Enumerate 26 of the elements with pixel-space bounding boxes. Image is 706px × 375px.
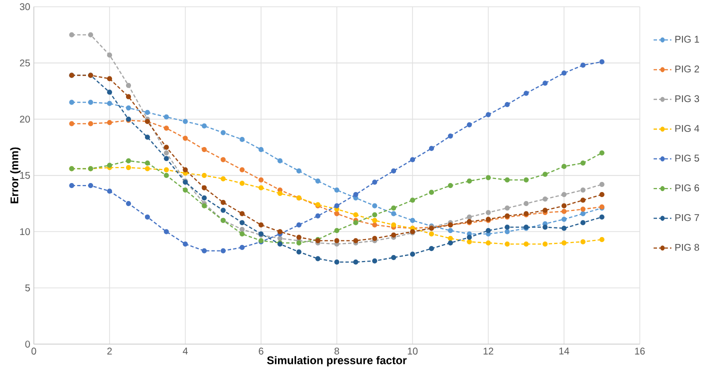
legend-label: PIG 5 bbox=[675, 154, 700, 162]
x-tick-label: 8 bbox=[334, 348, 340, 355]
y-tick-label: 15 bbox=[20, 172, 30, 179]
y-tick-label: 30 bbox=[20, 3, 30, 10]
x-tick-label: 16 bbox=[635, 348, 645, 355]
legend-label: PIG 2 bbox=[675, 66, 700, 73]
x-tick-label: 14 bbox=[559, 348, 570, 355]
y-tick-label: 20 bbox=[20, 116, 30, 123]
legend-label: PIG 4 bbox=[675, 125, 700, 132]
x-tick-label: 0 bbox=[31, 348, 36, 355]
x-axis-title: Simulation pressure factor bbox=[267, 356, 407, 367]
y-tick-label: 0 bbox=[25, 340, 30, 348]
x-tick-label: 10 bbox=[408, 348, 418, 355]
y-tick-label: 25 bbox=[20, 60, 30, 67]
legend-label: PIG 3 bbox=[675, 95, 700, 102]
y-tick-label: 5 bbox=[25, 284, 30, 292]
x-tick-label: 12 bbox=[484, 348, 494, 355]
y-axis-title: Error (mm) bbox=[10, 148, 20, 204]
legend-label: PIG 8 bbox=[675, 244, 700, 251]
y-tick-label: 10 bbox=[20, 228, 30, 236]
x-tick-label: 2 bbox=[107, 348, 112, 355]
legend-label: PIG 6 bbox=[675, 184, 700, 192]
x-tick-label: 6 bbox=[258, 348, 264, 355]
legend-label: PIG 7 bbox=[675, 214, 700, 222]
legend-label: PIG 1 bbox=[675, 36, 700, 43]
x-tick-label: 4 bbox=[182, 348, 188, 355]
